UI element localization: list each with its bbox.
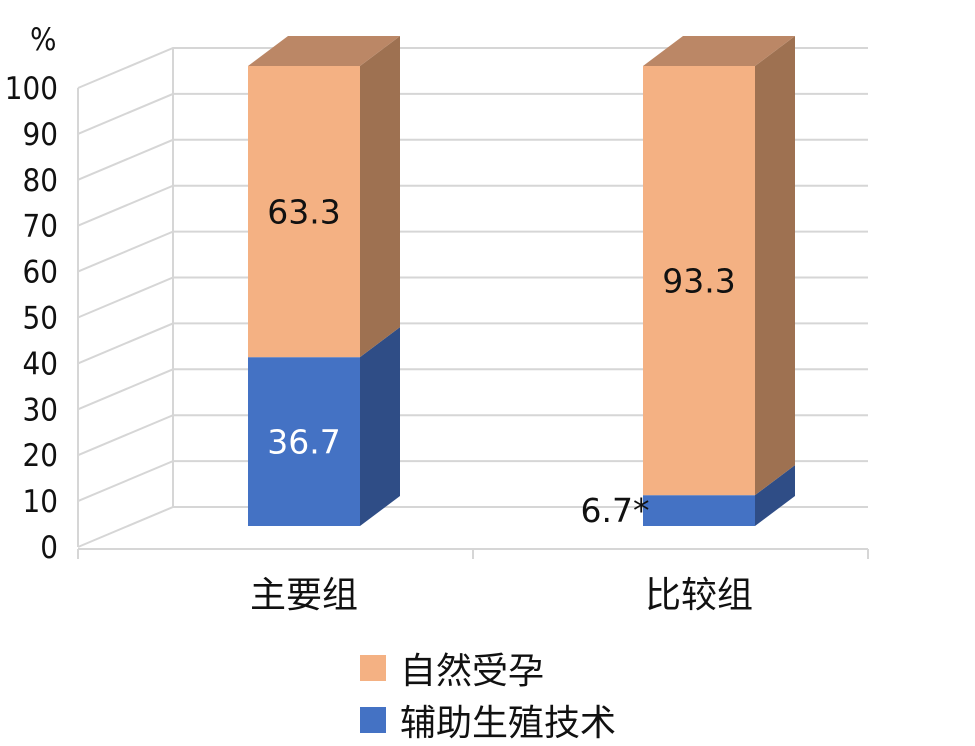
bar-natural-side xyxy=(360,36,400,358)
legend-swatch-art xyxy=(360,707,386,733)
bar-natural-top xyxy=(248,36,400,66)
bar-art-side xyxy=(755,465,795,526)
y-tick-label: 70 xyxy=(23,209,58,245)
y-tick-label: 10 xyxy=(23,484,58,520)
data-label: 6.7* xyxy=(581,491,650,530)
legend: 自然受孕 辅助生殖技术 xyxy=(360,642,616,746)
legend-label-natural: 自然受孕 xyxy=(400,651,545,692)
y-tick-label: 30 xyxy=(23,392,58,428)
y-axis-label: % xyxy=(30,22,57,58)
y-tick-label: 60 xyxy=(23,255,58,291)
bar-art-front xyxy=(643,495,755,526)
legend-label-art: 辅助生殖技术 xyxy=(400,703,617,744)
bar-art-side xyxy=(360,327,400,526)
y-tick-label: 100 xyxy=(5,71,58,107)
data-label: 63.3 xyxy=(267,193,340,232)
bars: 36.7 63.3 6.7* 93.3 xyxy=(248,36,795,530)
x-category-label: 比较组 xyxy=(645,575,753,616)
legend-item-art: 辅助生殖技术 xyxy=(360,694,616,746)
y-tick-label: 80 xyxy=(23,163,58,199)
data-label: 36.7 xyxy=(267,423,340,462)
x-axis-categories: 主要组 比较组 xyxy=(250,575,753,616)
y-tick-label: 90 xyxy=(23,117,58,153)
bar-natural-front xyxy=(643,66,755,496)
bar-art-front xyxy=(248,357,360,526)
data-label: 93.3 xyxy=(662,262,735,301)
y-tick-label: 50 xyxy=(23,301,58,337)
y-tick-label: 20 xyxy=(23,438,58,474)
bar-natural-top xyxy=(643,36,795,66)
legend-item-natural: 自然受孕 xyxy=(360,642,616,694)
y-axis-ticks: 0 10 20 30 40 50 60 70 80 90 100 xyxy=(5,71,58,566)
legend-swatch-natural xyxy=(360,655,386,681)
y-tick-label: 40 xyxy=(23,346,58,382)
y-tick-label: 0 xyxy=(40,530,58,566)
bar-natural-side xyxy=(755,36,795,496)
bar-natural-front xyxy=(248,66,360,358)
chart-grid xyxy=(77,47,869,559)
x-category-label: 主要组 xyxy=(250,575,358,616)
